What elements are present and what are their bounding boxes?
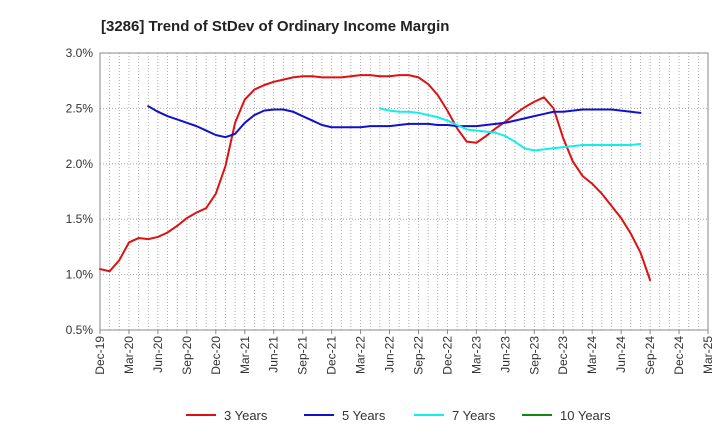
legend-label: 5 Years <box>342 408 386 423</box>
x-tick-label: Mar-21 <box>238 336 252 374</box>
series-line-5-years <box>147 105 642 139</box>
x-tick-label: Mar-20 <box>122 336 136 374</box>
chart-title: [3286] Trend of StDev of Ordinary Income… <box>101 18 449 35</box>
x-tick-label: Jun-20 <box>151 336 165 373</box>
x-tick-label: Dec-19 <box>93 336 107 375</box>
x-tick-label: Dec-21 <box>325 336 339 375</box>
y-tick-label: 3.0% <box>66 46 94 60</box>
series-line-3-years <box>99 74 652 282</box>
y-tick-label: 1.0% <box>66 268 94 282</box>
grid <box>100 53 708 330</box>
x-tick-label: Mar-23 <box>469 336 483 374</box>
y-axis: 0.5% 1.0% 1.5% 2.0% 2.5% 3.0% <box>66 46 94 337</box>
legend-label: 7 Years <box>452 408 496 423</box>
x-tick-label: Sep-22 <box>411 336 425 375</box>
x-tick-label: Mar-24 <box>585 336 599 374</box>
x-tick-label: Sep-24 <box>643 336 657 375</box>
legend: 3 Years 5 Years 7 Years 10 Years <box>186 408 611 423</box>
series-line-7-years <box>378 107 642 152</box>
x-tick-label: Dec-23 <box>556 336 570 375</box>
x-tick-label: Sep-20 <box>180 336 194 375</box>
x-tick-label: Jun-24 <box>614 336 628 373</box>
plot-area <box>99 52 709 331</box>
x-tick-label: Dec-24 <box>672 336 686 375</box>
series-lines <box>99 74 652 282</box>
y-tick-label: 1.5% <box>66 212 94 226</box>
y-tick-label: 2.5% <box>66 101 94 115</box>
legend-label: 10 Years <box>560 408 611 423</box>
x-tick-label: Jun-23 <box>498 336 512 373</box>
x-tick-label: Dec-20 <box>209 336 223 375</box>
y-tick-label: 2.0% <box>66 157 94 171</box>
x-tick-label: Dec-22 <box>440 336 454 375</box>
x-axis: Dec-19 Mar-20 Jun-20 Sep-20 Dec-20 Mar-21 Jun-… <box>93 330 715 375</box>
x-tick-label: Sep-23 <box>527 336 541 375</box>
y-tick-label: 0.5% <box>66 323 94 337</box>
x-tick-label: Sep-21 <box>296 336 310 375</box>
x-tick-label: Mar-25 <box>701 336 715 374</box>
x-tick-label: Jun-22 <box>383 336 397 373</box>
legend-label: 3 Years <box>224 408 268 423</box>
x-tick-label: Jun-21 <box>267 336 281 373</box>
x-tick-label: Mar-22 <box>354 336 368 374</box>
